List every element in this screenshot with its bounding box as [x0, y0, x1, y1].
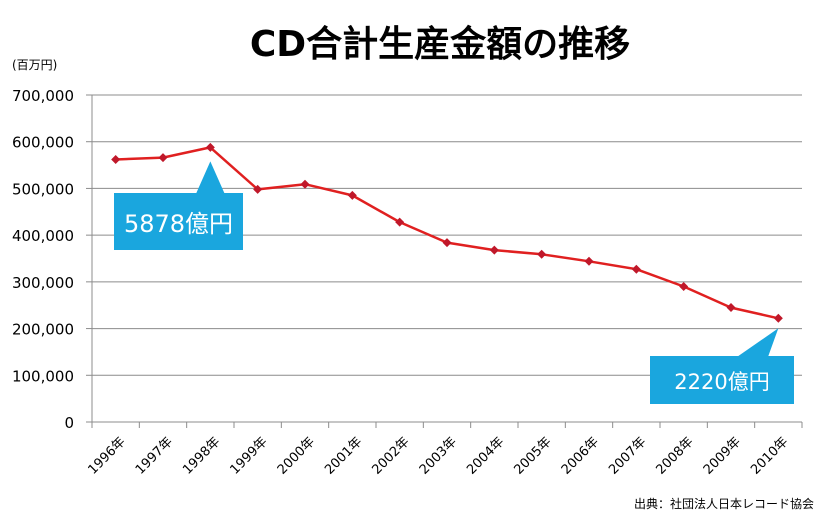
x-tick-label: 1998年 — [180, 434, 223, 477]
x-tick-label: 2005年 — [512, 434, 555, 477]
x-tick-label: 2004年 — [464, 434, 507, 477]
source-note: 出典：社団法人日本レコード協会 — [634, 496, 814, 511]
data-point — [300, 179, 310, 189]
callout-box — [650, 328, 794, 404]
chart-title: CD合計生産金額の推移 — [250, 23, 630, 65]
y-tick-label: 600,000 — [12, 134, 74, 152]
y-tick-label: 100,000 — [12, 367, 74, 385]
data-point — [253, 184, 263, 194]
x-tick-label: 1999年 — [228, 434, 271, 477]
x-tick-label: 2002年 — [370, 434, 413, 477]
data-point — [158, 153, 168, 163]
callout-text: 5878億円 — [124, 210, 233, 238]
y-tick-label: 0 — [64, 414, 74, 432]
x-tick-label: 2001年 — [322, 434, 365, 477]
data-point — [347, 190, 357, 200]
data-point — [631, 264, 641, 274]
data-point — [489, 245, 499, 255]
x-tick-labels: 1996年 1997年 1998年 1999年 2000年 2001年 2002年 2003年… — [86, 434, 792, 477]
y-tick-label: 700,000 — [12, 87, 74, 105]
data-point — [205, 142, 215, 152]
callouts: 5878億円 2220億円 — [114, 161, 794, 404]
x-tick-label: 2008年 — [654, 434, 697, 477]
data-point — [537, 249, 547, 259]
data-point — [111, 154, 121, 164]
callout-box — [114, 161, 243, 250]
y-tick-label: 200,000 — [12, 321, 74, 339]
data-point — [395, 217, 405, 227]
x-tick-label: 1997年 — [133, 434, 176, 477]
x-tick-label: 2003年 — [417, 434, 460, 477]
series — [111, 142, 783, 323]
data-point — [442, 238, 452, 248]
axes — [86, 94, 803, 428]
x-tick-label: 2009年 — [701, 434, 744, 477]
y-tick-labels: 0 100,000 200,000 300,000 400,000 500,000 600,… — [12, 87, 74, 432]
data-point — [584, 256, 594, 266]
x-tick-label: 1996年 — [86, 434, 129, 477]
callout-text: 2220億円 — [674, 370, 769, 394]
y-tick-label: 300,000 — [12, 274, 74, 292]
x-tick-label: 2010年 — [748, 434, 791, 477]
x-tick-label: 2006年 — [559, 434, 602, 477]
data-point — [726, 303, 736, 313]
data-point — [773, 313, 783, 323]
x-tick-label: 2000年 — [275, 434, 318, 477]
y-tick-label: 400,000 — [12, 227, 74, 245]
y-unit-label: (百万円) — [12, 58, 57, 72]
x-tick-label: 2007年 — [606, 434, 649, 477]
data-point — [679, 282, 689, 292]
y-tick-label: 500,000 — [12, 180, 74, 198]
